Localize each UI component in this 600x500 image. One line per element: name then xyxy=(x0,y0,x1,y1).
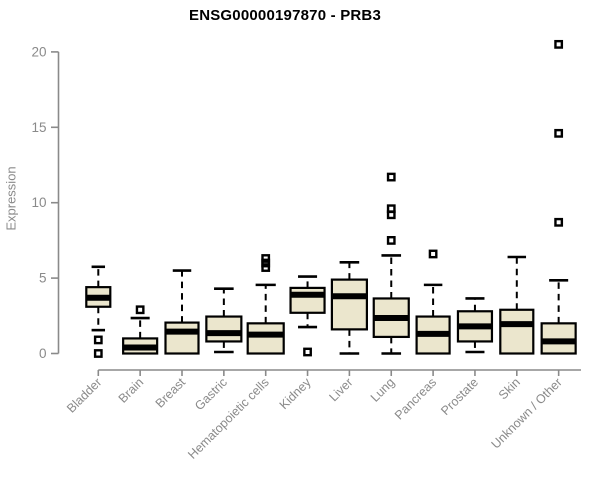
boxplot-pancreas xyxy=(415,249,451,355)
iqr-box xyxy=(289,286,326,314)
outlier-point xyxy=(303,347,312,357)
outlier-point xyxy=(261,263,271,272)
boxplot-unknown-other xyxy=(540,39,577,355)
y-tick-label: 0 xyxy=(39,346,47,361)
outlier-point xyxy=(428,249,438,259)
outlier-point xyxy=(261,258,271,268)
x-category-label-lung: Lung xyxy=(368,375,398,405)
boxplot-lung xyxy=(372,172,410,355)
boxplot-kidney xyxy=(289,275,326,357)
outlier-point xyxy=(93,335,103,345)
boxplot-prostate xyxy=(456,297,494,354)
outlier-point xyxy=(135,305,145,315)
boxplot-brain xyxy=(122,305,159,355)
boxplot-bladder xyxy=(85,265,112,358)
outlier-point xyxy=(386,235,396,245)
x-category-label-brain: Brain xyxy=(116,375,147,406)
chart-title: ENSG00000197870 - PRB3 xyxy=(188,7,382,24)
y-axis-title: Expression xyxy=(3,166,19,231)
boxplot-gastric xyxy=(205,287,243,354)
outlier-point xyxy=(261,254,271,263)
boxplot-liver xyxy=(330,260,368,355)
iqr-box xyxy=(205,315,243,343)
boxplot-breast xyxy=(164,269,200,355)
x-category-label-unknown-other: Unknown / Other xyxy=(489,375,565,451)
x-category-label-kidney: Kidney xyxy=(277,375,314,412)
outlier-point xyxy=(554,217,564,227)
y-tick-label: 20 xyxy=(31,44,46,59)
y-tick-label: 10 xyxy=(31,195,46,210)
iqr-box xyxy=(540,322,577,355)
iqr-box xyxy=(164,321,200,355)
iqr-box xyxy=(330,278,368,331)
outlier-point xyxy=(386,172,396,182)
x-category-label-skin: Skin xyxy=(496,375,523,402)
y-tick-label: 5 xyxy=(39,271,47,286)
x-category-label-pancreas: Pancreas xyxy=(392,375,439,422)
y-tick-label: 15 xyxy=(31,120,46,135)
x-category-label-liver: Liver xyxy=(326,375,355,404)
outlier-point xyxy=(386,204,396,214)
x-category-label-hematopoietic-cells: Hematopoietic cells xyxy=(185,375,272,462)
x-category-label-breast: Breast xyxy=(153,375,189,411)
iqr-box xyxy=(246,322,285,355)
x-category-label-bladder: Bladder xyxy=(64,375,104,415)
boxplot-skin xyxy=(499,255,535,355)
boxplot-hematopoietic-cells xyxy=(246,254,285,355)
x-category-label-gastric: Gastric xyxy=(192,375,230,413)
outlier-point xyxy=(93,349,103,358)
x-category-label-prostate: Prostate xyxy=(438,375,481,418)
outlier-point xyxy=(554,128,564,138)
y-axis: 0 5 10 15 20 xyxy=(31,44,60,361)
iqr-box xyxy=(499,308,535,355)
outlier-point xyxy=(554,39,564,49)
